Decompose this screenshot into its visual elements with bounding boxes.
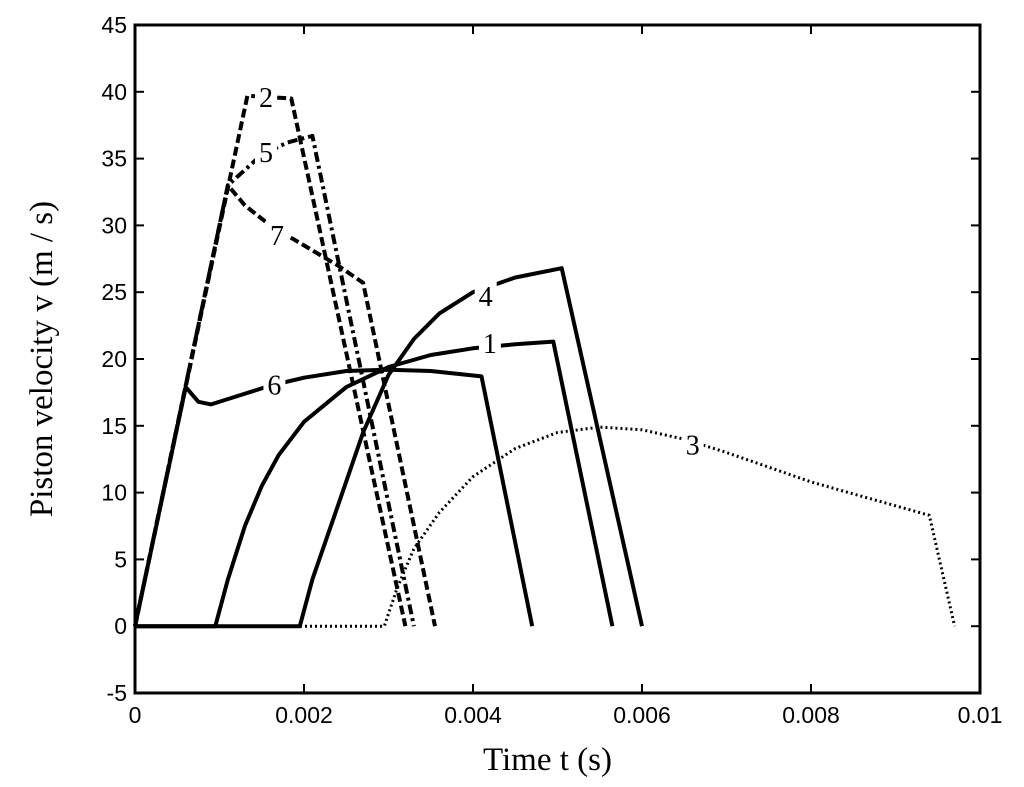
x-tick-label: 0.01	[958, 702, 1003, 728]
y-axis-label: Piston velocity v (m / s)	[24, 201, 60, 517]
curve-label-layer: 1 2 3 4 5 6 7	[254, 82, 704, 462]
y-tick-label: 0	[114, 613, 127, 639]
series-1-label: 1	[483, 329, 497, 360]
x-tick-label: 0.006	[613, 702, 671, 728]
y-tick-label: 5	[114, 546, 127, 572]
y-tick-label: 30	[101, 212, 127, 238]
y-tick-label: 40	[101, 79, 127, 105]
y-tick-label: 15	[101, 413, 127, 439]
series-4-line	[135, 266, 644, 629]
series-7-label: 7	[270, 221, 284, 252]
series-5-label-bg	[254, 136, 277, 167]
x-axis-label: Time t (s)	[483, 742, 612, 778]
series-3-label-bg	[681, 429, 704, 460]
y-tick-label: 20	[101, 346, 127, 372]
series-layer	[133, 93, 957, 629]
tick-layer: 0 0.002 0.004 0.006 0.008 0.01-50510152025303…	[101, 12, 1002, 728]
series-4-label-bg	[474, 281, 497, 312]
y-tick-label: 10	[101, 480, 127, 506]
series-4-label: 4	[479, 282, 493, 313]
x-tick-label: 0.002	[275, 702, 333, 728]
series-5-label: 5	[259, 138, 273, 169]
x-tick-label: 0.004	[444, 702, 502, 728]
series-3-label: 3	[686, 431, 700, 462]
series-6-label: 6	[267, 370, 281, 401]
series-6-label-bg	[263, 369, 286, 400]
y-tick-label: 25	[101, 279, 127, 305]
x-tick-label: 0.008	[782, 702, 840, 728]
plot-frame	[133, 23, 982, 695]
y-tick-label: 35	[101, 146, 127, 172]
series-2-line	[133, 93, 408, 627]
series-6-line	[133, 367, 535, 627]
series-3-line	[135, 425, 957, 628]
y-tick-label: 45	[101, 12, 127, 38]
series-2-label: 2	[259, 83, 273, 114]
series-7-label-bg	[265, 219, 288, 250]
x-tick-label: 0	[129, 702, 142, 728]
series-1-label-bg	[478, 327, 501, 358]
series-1-line	[135, 339, 615, 629]
series-2-label-bg	[254, 82, 277, 113]
y-tick-label: -5	[107, 680, 127, 706]
